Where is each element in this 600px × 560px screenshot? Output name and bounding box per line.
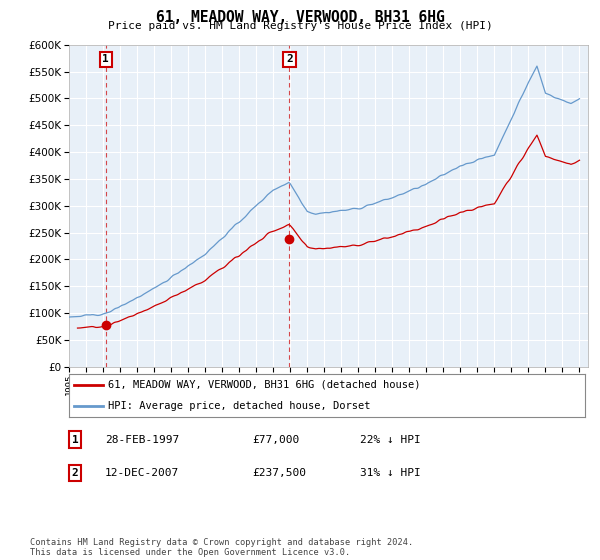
Text: Contains HM Land Registry data © Crown copyright and database right 2024.
This d: Contains HM Land Registry data © Crown c…: [30, 538, 413, 557]
Text: £77,000: £77,000: [252, 435, 299, 445]
Text: 1: 1: [103, 54, 109, 64]
Text: 12-DEC-2007: 12-DEC-2007: [105, 468, 179, 478]
Text: 1: 1: [71, 435, 79, 445]
Text: 2: 2: [286, 54, 293, 64]
Text: £237,500: £237,500: [252, 468, 306, 478]
Text: 61, MEADOW WAY, VERWOOD, BH31 6HG: 61, MEADOW WAY, VERWOOD, BH31 6HG: [155, 10, 445, 25]
Text: 61, MEADOW WAY, VERWOOD, BH31 6HG (detached house): 61, MEADOW WAY, VERWOOD, BH31 6HG (detac…: [108, 380, 420, 390]
Text: HPI: Average price, detached house, Dorset: HPI: Average price, detached house, Dors…: [108, 402, 370, 412]
Text: 22% ↓ HPI: 22% ↓ HPI: [360, 435, 421, 445]
Text: 28-FEB-1997: 28-FEB-1997: [105, 435, 179, 445]
Text: Price paid vs. HM Land Registry's House Price Index (HPI): Price paid vs. HM Land Registry's House …: [107, 21, 493, 31]
Text: 31% ↓ HPI: 31% ↓ HPI: [360, 468, 421, 478]
Text: 2: 2: [71, 468, 79, 478]
